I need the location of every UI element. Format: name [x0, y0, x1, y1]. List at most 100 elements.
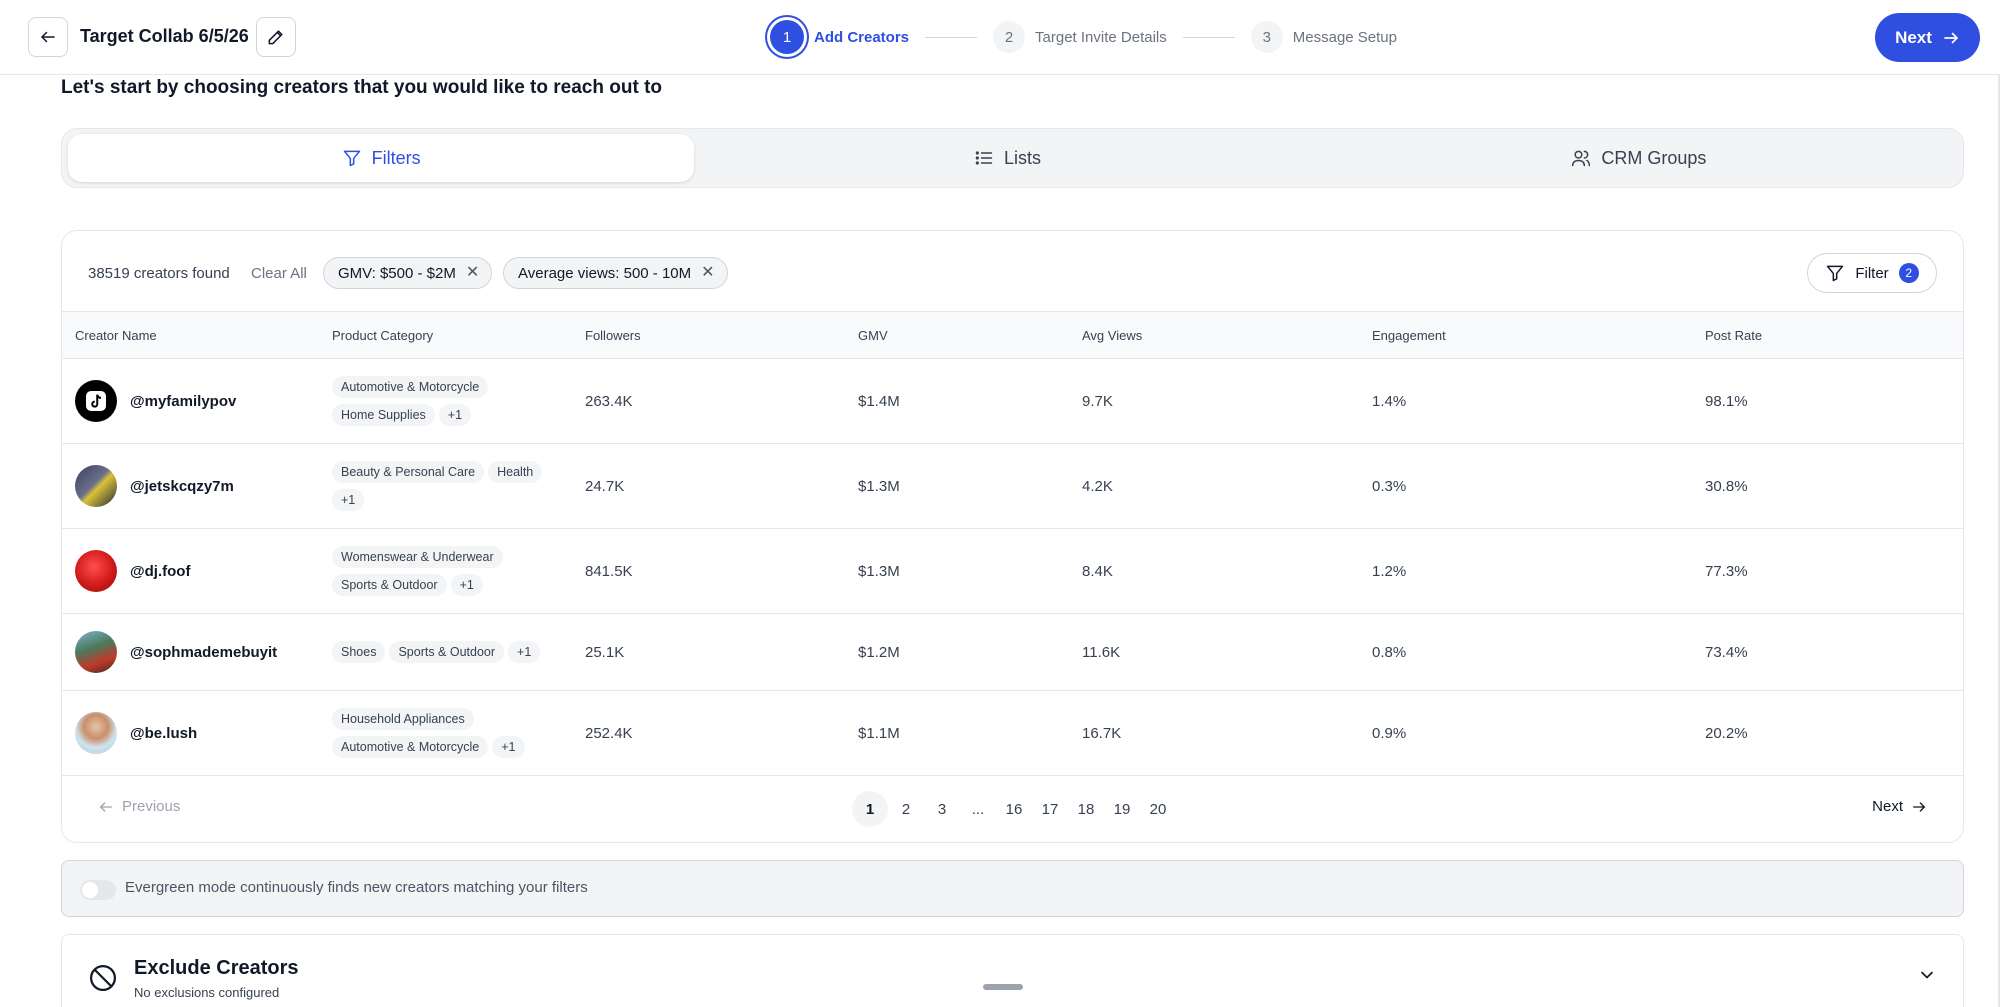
- category-tags: Womenswear & Underwear Sports & Outdoor …: [332, 546, 562, 596]
- results-count: 38519 creators found: [88, 265, 230, 282]
- column-header[interactable]: Followers: [572, 311, 845, 359]
- step-add-creators[interactable]: 1 Add Creators: [770, 20, 909, 54]
- table-row[interactable]: @dj.foof Womenswear & Underwear Sports &…: [62, 528, 1963, 614]
- creator-cell[interactable]: @dj.foof: [75, 550, 319, 592]
- page-18-button[interactable]: 18: [1077, 800, 1095, 818]
- step-message-setup[interactable]: 3 Message Setup: [1250, 21, 1397, 53]
- page-17-button[interactable]: 17: [1041, 800, 1059, 818]
- filter-button[interactable]: Filter 2: [1807, 253, 1937, 293]
- table-row[interactable]: @be.lush Household Appliances Automotive…: [62, 690, 1963, 776]
- table-row[interactable]: @myfamilypov Automotive & Motorcycle Hom…: [62, 358, 1963, 444]
- category-more-tag[interactable]: +1: [450, 574, 483, 596]
- next-button[interactable]: Next: [1875, 13, 1980, 62]
- chevron-down-icon[interactable]: [1917, 965, 1937, 985]
- column-header[interactable]: Product Category: [319, 311, 572, 359]
- campaign-title: Target Collab 6/5/26: [80, 26, 249, 46]
- column-header[interactable]: GMV: [845, 311, 1069, 359]
- creator-cell[interactable]: @myfamilypov: [75, 380, 319, 422]
- scrollbar-track[interactable]: [1998, 75, 2000, 1007]
- exclude-title: Exclude Creators: [134, 957, 299, 979]
- category-tag: Automotive & Motorcycle: [332, 736, 489, 758]
- followers-cell: 841.5K: [572, 528, 845, 614]
- drag-handle[interactable]: [983, 984, 1023, 990]
- clear-all-button[interactable]: Clear All: [251, 265, 307, 282]
- engagement-cell: 1.4%: [1359, 358, 1692, 444]
- stepper: 1 Add Creators 2 Target Invite Details 3…: [770, 18, 1397, 56]
- filter-icon: [1827, 265, 1844, 282]
- step-divider: [1182, 36, 1235, 38]
- close-icon[interactable]: ✕: [701, 264, 715, 281]
- step-target-invite-details[interactable]: 2 Target Invite Details: [993, 21, 1167, 53]
- filter-chip-gmv: GMV: $500 - $2M ✕: [323, 257, 493, 289]
- edit-title-button[interactable]: [256, 17, 296, 57]
- category-tag: Womenswear & Underwear: [332, 546, 503, 568]
- category-tags: Beauty & Personal Care Health +1: [332, 461, 562, 511]
- engagement-cell: 0.3%: [1359, 443, 1692, 529]
- tab-crm-groups[interactable]: CRM Groups: [1321, 134, 1957, 182]
- page-numbers: 1 2 3 ... 16 17 18 19 20: [852, 791, 1176, 827]
- evergreen-toggle[interactable]: [80, 880, 116, 900]
- tab-filters[interactable]: Filters: [68, 134, 695, 182]
- gmv-cell: $1.3M: [845, 528, 1069, 614]
- close-icon[interactable]: ✕: [465, 264, 480, 281]
- followers-cell: 263.4K: [572, 358, 845, 444]
- page-3-button[interactable]: 3: [937, 800, 947, 818]
- post-rate-cell: 30.8%: [1692, 443, 1963, 529]
- table-row[interactable]: @jetskcqzy7m Beauty & Personal Care Heal…: [62, 443, 1963, 529]
- page-20-button[interactable]: 20: [1149, 800, 1167, 818]
- table-row[interactable]: @sophmademebuyit Shoes Sports & Outdoor …: [62, 613, 1963, 691]
- top-bar: Target Collab 6/5/26 1 Add Creators 2 Ta…: [0, 0, 2000, 75]
- column-header[interactable]: Engagement: [1359, 311, 1692, 359]
- next-page-label: Next: [1872, 798, 1903, 815]
- previous-page-button[interactable]: Previous: [98, 798, 180, 815]
- avg-views-cell: 11.6K: [1069, 613, 1359, 691]
- column-header[interactable]: Creator Name: [62, 311, 319, 359]
- avg-views-cell: 4.2K: [1069, 443, 1359, 529]
- column-header[interactable]: Avg Views: [1069, 311, 1359, 359]
- page-2-button[interactable]: 2: [901, 800, 911, 818]
- category-more-tag[interactable]: +1: [332, 489, 365, 511]
- next-page-button[interactable]: Next: [1872, 798, 1927, 815]
- category-tags: Household Appliances Automotive & Motorc…: [332, 708, 562, 758]
- gmv-cell: $1.1M: [845, 690, 1069, 776]
- exclude-creators-panel[interactable]: Exclude Creators No exclusions configure…: [61, 934, 1964, 1007]
- tab-label: CRM Groups: [1601, 147, 1707, 168]
- creator-name: @dj.foof: [130, 562, 191, 580]
- category-more-tag[interactable]: +1: [438, 404, 472, 426]
- active-filters-bar: 38519 creators found Clear All GMV: $500…: [62, 231, 1963, 311]
- category-tags: Automotive & Motorcycle Home Supplies +1: [332, 376, 562, 426]
- category-tag: Household Appliances: [332, 708, 474, 730]
- creator-name: @jetskcqzy7m: [130, 477, 234, 495]
- post-rate-cell: 20.2%: [1692, 690, 1963, 776]
- gmv-cell: $1.4M: [845, 358, 1069, 444]
- category-tag: Beauty & Personal Care: [332, 461, 485, 483]
- creator-cell[interactable]: @be.lush: [75, 712, 319, 754]
- category-tag: Home Supplies: [332, 404, 435, 426]
- creator-cell[interactable]: @jetskcqzy7m: [75, 465, 319, 507]
- category-more-tag[interactable]: +1: [492, 736, 525, 758]
- engagement-cell: 0.9%: [1359, 690, 1692, 776]
- tab-label: Filters: [371, 147, 421, 168]
- step-label: Target Invite Details: [1035, 28, 1167, 46]
- creator-name: @sophmademebuyit: [130, 643, 278, 661]
- arrow-right-icon: [1913, 801, 1925, 812]
- step-number: 3: [1250, 21, 1283, 53]
- avg-views-cell: 9.7K: [1069, 358, 1359, 444]
- column-header[interactable]: Post Rate: [1692, 311, 1963, 359]
- back-button[interactable]: [28, 17, 68, 57]
- page-headline: Let's start by choosing creators that yo…: [61, 77, 662, 98]
- arrow-right-icon: [1944, 32, 1958, 43]
- avatar: [75, 550, 117, 592]
- creator-cell[interactable]: @sophmademebuyit: [75, 631, 319, 673]
- step-label: Add Creators: [814, 28, 910, 46]
- page-19-button[interactable]: 19: [1113, 800, 1131, 818]
- tab-lists[interactable]: Lists: [694, 134, 1320, 182]
- page-16-button[interactable]: 16: [1005, 800, 1023, 818]
- category-more-tag[interactable]: +1: [508, 641, 541, 663]
- page-1-button[interactable]: 1: [852, 791, 888, 827]
- avatar: [75, 465, 117, 507]
- followers-cell: 25.1K: [572, 613, 845, 691]
- creators-table: Creator Name Product Category Followers …: [62, 311, 1963, 776]
- chip-label: Average views: 500 - 10M: [518, 264, 692, 282]
- category-tag: Sports & Outdoor: [332, 574, 447, 596]
